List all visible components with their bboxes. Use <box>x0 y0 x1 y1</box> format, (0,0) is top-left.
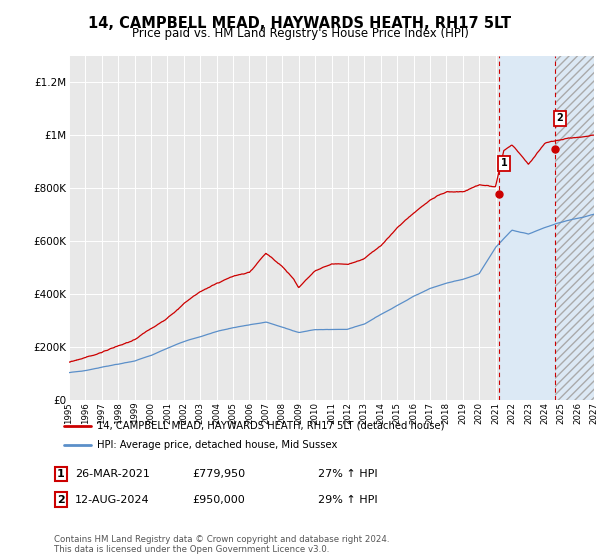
Text: 29% ↑ HPI: 29% ↑ HPI <box>318 494 377 505</box>
Text: Price paid vs. HM Land Registry's House Price Index (HPI): Price paid vs. HM Land Registry's House … <box>131 27 469 40</box>
Text: 12-AUG-2024: 12-AUG-2024 <box>75 494 149 505</box>
Text: 2: 2 <box>57 494 64 505</box>
Text: 26-MAR-2021: 26-MAR-2021 <box>75 469 150 479</box>
FancyBboxPatch shape <box>55 466 67 481</box>
FancyBboxPatch shape <box>55 492 67 507</box>
Text: 14, CAMPBELL MEAD, HAYWARDS HEATH, RH17 5LT: 14, CAMPBELL MEAD, HAYWARDS HEATH, RH17 … <box>88 16 512 31</box>
Text: 1: 1 <box>57 469 64 479</box>
Bar <box>499 56 555 400</box>
Text: £950,000: £950,000 <box>192 494 245 505</box>
Text: 2: 2 <box>557 113 563 123</box>
Text: 27% ↑ HPI: 27% ↑ HPI <box>318 469 377 479</box>
Text: 1: 1 <box>501 158 508 169</box>
Text: Contains HM Land Registry data © Crown copyright and database right 2024.
This d: Contains HM Land Registry data © Crown c… <box>54 535 389 554</box>
Text: £779,950: £779,950 <box>192 469 245 479</box>
Bar <box>555 56 594 400</box>
Text: HPI: Average price, detached house, Mid Sussex: HPI: Average price, detached house, Mid … <box>97 440 338 450</box>
Text: 14, CAMPBELL MEAD, HAYWARDS HEATH, RH17 5LT (detached house): 14, CAMPBELL MEAD, HAYWARDS HEATH, RH17 … <box>97 421 445 431</box>
